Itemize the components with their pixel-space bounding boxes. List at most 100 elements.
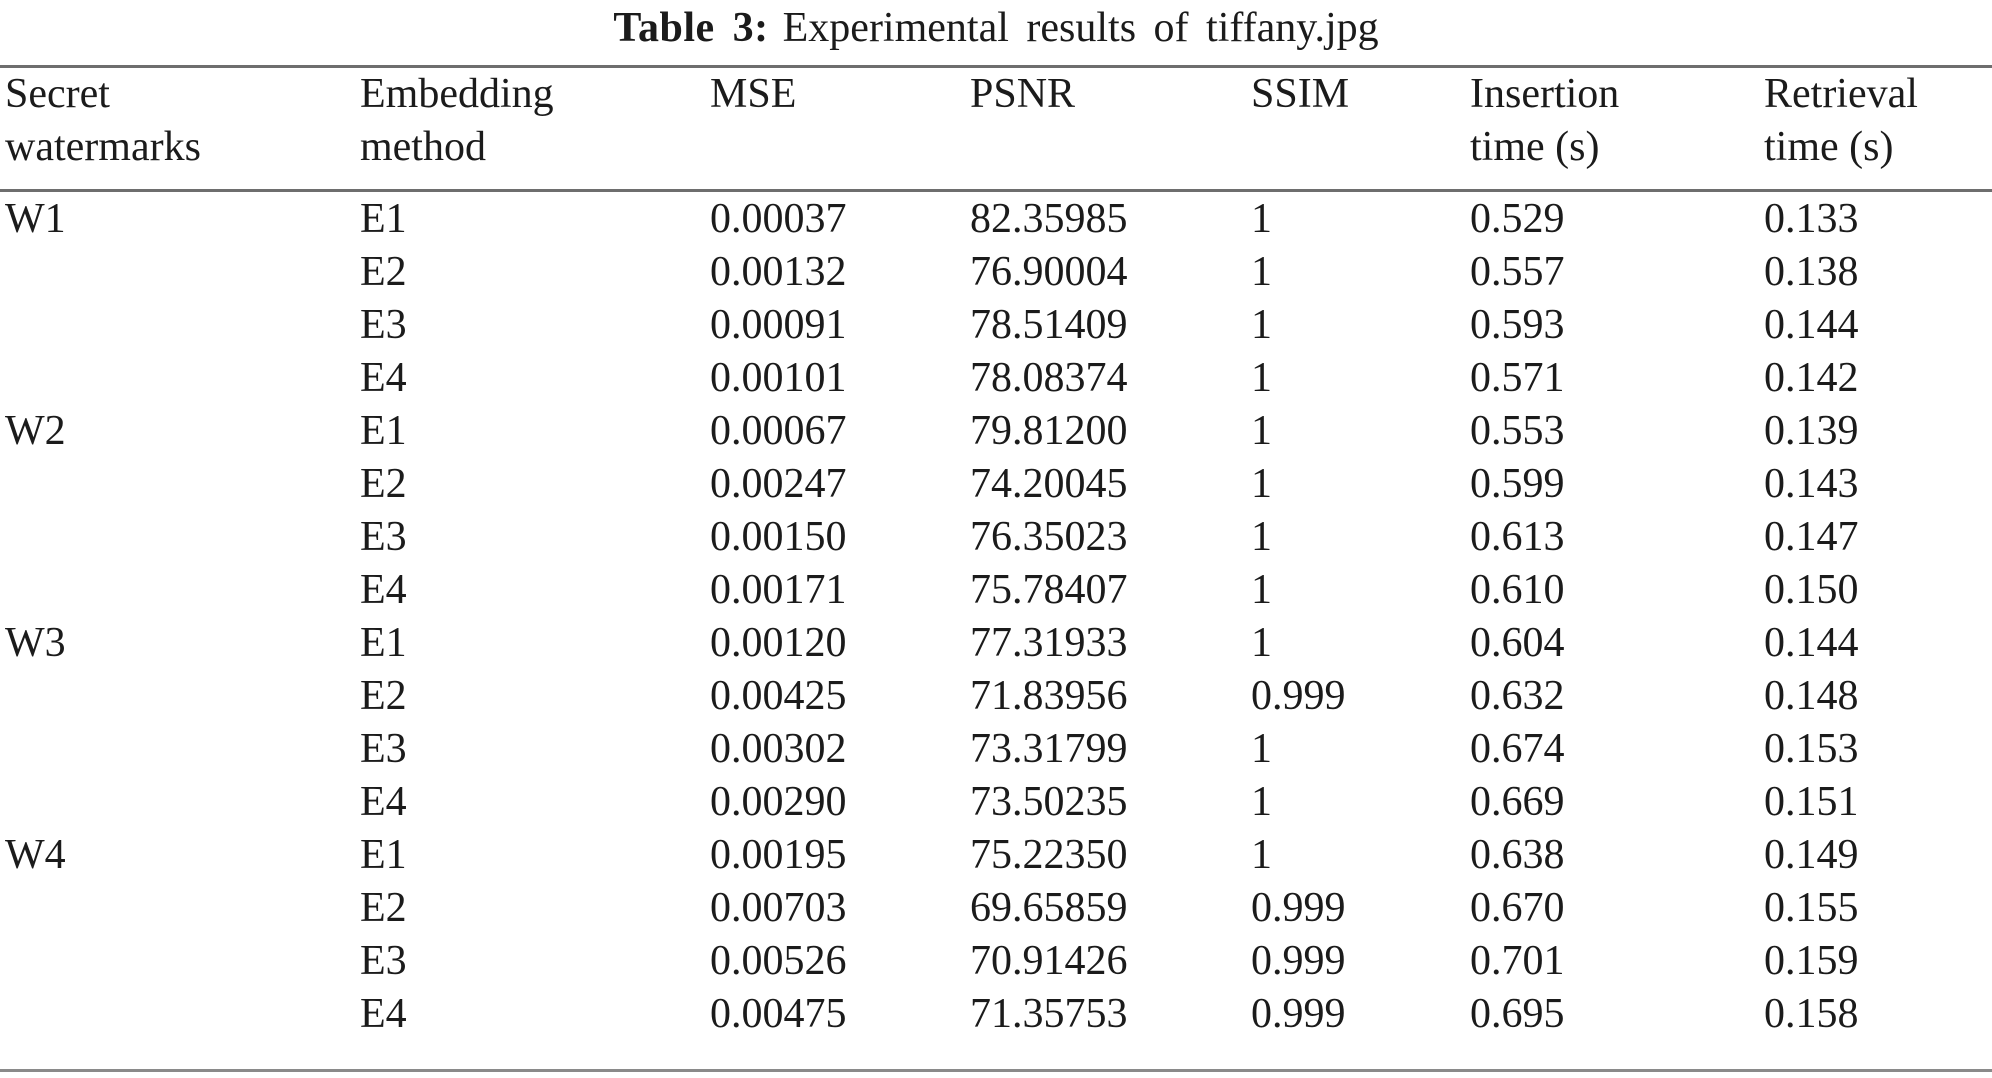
cell-mse: 0.00150 xyxy=(710,514,847,560)
cell-psnr: 77.31933 xyxy=(970,620,1128,666)
results-table: Secret watermarks Embedding method MSE P… xyxy=(0,68,1992,1041)
cell-method: E2 xyxy=(360,885,407,931)
cell-method: E1 xyxy=(360,832,407,878)
table-row: E2 0.00247 74.20045 1 0.599 0.143 xyxy=(0,458,1992,511)
table-row: E4 0.00101 78.08374 1 0.571 0.142 xyxy=(0,352,1992,405)
cell-watermark xyxy=(0,776,360,829)
table-row: E3 0.00150 76.35023 1 0.613 0.147 xyxy=(0,511,1992,564)
cell-ssim: 1 xyxy=(1251,832,1272,878)
table-row: W3 E1 0.00120 77.31933 1 0.604 0.144 xyxy=(0,617,1992,670)
col-header-retrieval-time: Retrieval time (s) xyxy=(1764,68,1992,176)
cell-method: E1 xyxy=(360,196,407,242)
table-row: E3 0.00526 70.91426 0.999 0.701 0.159 xyxy=(0,935,1992,988)
table-row: E3 0.00302 73.31799 1 0.674 0.153 xyxy=(0,723,1992,776)
cell-insertion-time: 0.632 xyxy=(1470,673,1565,719)
cell-insertion-time: 0.695 xyxy=(1470,991,1565,1037)
table-row: E2 0.00132 76.90004 1 0.557 0.138 xyxy=(0,246,1992,299)
cell-insertion-time: 0.593 xyxy=(1470,302,1565,348)
table-header-rule xyxy=(0,189,1992,192)
cell-psnr: 69.65859 xyxy=(970,885,1128,931)
cell-retrieval-time: 0.150 xyxy=(1764,567,1859,613)
cell-insertion-time: 0.529 xyxy=(1470,196,1565,242)
cell-ssim: 0.999 xyxy=(1251,938,1346,984)
cell-watermark xyxy=(0,352,360,405)
cell-psnr: 78.51409 xyxy=(970,302,1128,348)
cell-retrieval-time: 0.142 xyxy=(1764,355,1859,401)
cell-mse: 0.00091 xyxy=(710,302,847,348)
cell-ssim: 1 xyxy=(1251,196,1272,242)
table-row: E4 0.00290 73.50235 1 0.669 0.151 xyxy=(0,776,1992,829)
table-row: E4 0.00171 75.78407 1 0.610 0.150 xyxy=(0,564,1992,617)
cell-method: E4 xyxy=(360,355,407,401)
cell-method: E4 xyxy=(360,991,407,1037)
cell-watermark: W3 xyxy=(5,620,66,666)
cell-psnr: 82.35985 xyxy=(970,196,1128,242)
cell-watermark xyxy=(0,511,360,564)
cell-insertion-time: 0.670 xyxy=(1470,885,1565,931)
cell-watermark xyxy=(0,723,360,776)
cell-method: E3 xyxy=(360,302,407,348)
cell-retrieval-time: 0.148 xyxy=(1764,673,1859,719)
header-line: watermarks xyxy=(5,124,201,170)
cell-method: E1 xyxy=(360,620,407,666)
col-header-ssim: SSIM xyxy=(1251,68,1470,176)
cell-insertion-time: 0.571 xyxy=(1470,355,1565,401)
cell-ssim: 1 xyxy=(1251,249,1272,295)
cell-insertion-time: 0.557 xyxy=(1470,249,1565,295)
cell-mse: 0.00037 xyxy=(710,196,847,242)
cell-insertion-time: 0.613 xyxy=(1470,514,1565,560)
table-row: W2 E1 0.00067 79.81200 1 0.553 0.139 xyxy=(0,405,1992,458)
table-row: W1 E1 0.00037 82.35985 1 0.529 0.133 xyxy=(0,176,1992,246)
cell-ssim: 1 xyxy=(1251,408,1272,454)
header-line: time (s) xyxy=(1764,124,1894,170)
cell-psnr: 71.83956 xyxy=(970,673,1128,719)
table-row: E2 0.00425 71.83956 0.999 0.632 0.148 xyxy=(0,670,1992,723)
cell-mse: 0.00195 xyxy=(710,832,847,878)
col-header-embedding-method: Embedding method xyxy=(360,68,710,176)
cell-retrieval-time: 0.149 xyxy=(1764,832,1859,878)
table-row: E3 0.00091 78.51409 1 0.593 0.144 xyxy=(0,299,1992,352)
cell-ssim: 1 xyxy=(1251,726,1272,772)
cell-ssim: 0.999 xyxy=(1251,885,1346,931)
cell-insertion-time: 0.604 xyxy=(1470,620,1565,666)
cell-ssim: 0.999 xyxy=(1251,673,1346,719)
cell-mse: 0.00290 xyxy=(710,779,847,825)
cell-psnr: 75.22350 xyxy=(970,832,1128,878)
header-line: Secret xyxy=(5,71,110,117)
table-caption: Table 3: Experimental results of tiffany.… xyxy=(0,0,1992,56)
cell-insertion-time: 0.599 xyxy=(1470,461,1565,507)
cell-watermark xyxy=(0,246,360,299)
cell-retrieval-time: 0.139 xyxy=(1764,408,1859,454)
cell-retrieval-time: 0.138 xyxy=(1764,249,1859,295)
cell-method: E3 xyxy=(360,514,407,560)
cell-watermark xyxy=(0,564,360,617)
cell-watermark: W1 xyxy=(5,196,66,242)
cell-method: E2 xyxy=(360,673,407,719)
cell-mse: 0.00247 xyxy=(710,461,847,507)
header-line: Insertion xyxy=(1470,71,1620,117)
col-header-mse: MSE xyxy=(710,68,970,176)
cell-watermark xyxy=(0,882,360,935)
col-header-secret-watermarks: Secret watermarks xyxy=(0,68,360,176)
cell-retrieval-time: 0.155 xyxy=(1764,885,1859,931)
cell-mse: 0.00703 xyxy=(710,885,847,931)
header-line: method xyxy=(360,124,486,170)
table-row: W4 E1 0.00195 75.22350 1 0.638 0.149 xyxy=(0,829,1992,882)
table-top-rule xyxy=(0,65,1992,68)
cell-ssim: 1 xyxy=(1251,461,1272,507)
cell-mse: 0.00526 xyxy=(710,938,847,984)
table-bottom-rule xyxy=(0,1069,1992,1072)
cell-insertion-time: 0.669 xyxy=(1470,779,1565,825)
cell-retrieval-time: 0.159 xyxy=(1764,938,1859,984)
header-line: SSIM xyxy=(1251,71,1350,117)
cell-mse: 0.00067 xyxy=(710,408,847,454)
header-line: Retrieval xyxy=(1764,71,1918,117)
cell-ssim: 1 xyxy=(1251,302,1272,348)
table-caption-text: Experimental results of tiffany.jpg xyxy=(782,5,1379,51)
cell-psnr: 70.91426 xyxy=(970,938,1128,984)
header-line: PSNR xyxy=(970,71,1076,117)
table-row: E2 0.00703 69.65859 0.999 0.670 0.155 xyxy=(0,882,1992,935)
cell-mse: 0.00171 xyxy=(710,567,847,613)
cell-mse: 0.00302 xyxy=(710,726,847,772)
